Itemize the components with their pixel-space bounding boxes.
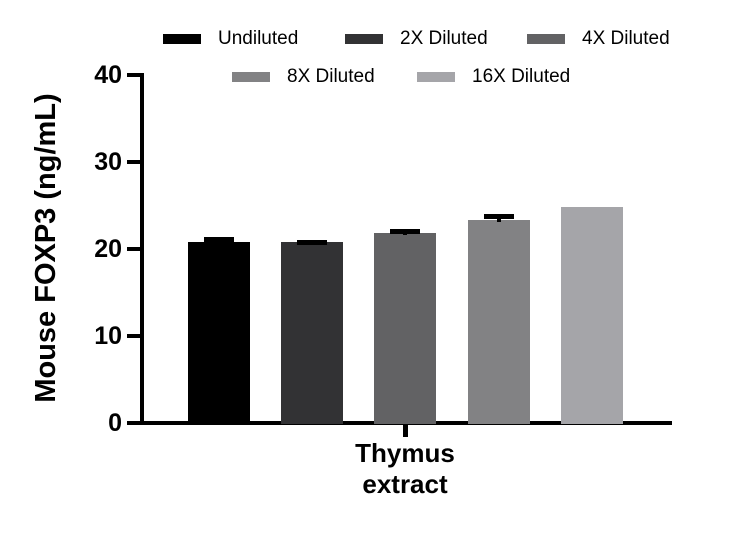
legend-item-undiluted: Undiluted: [163, 28, 298, 50]
y-axis-title: Mouse FOXP3 (ng/mL): [30, 93, 62, 403]
y-tick-label: 0: [108, 409, 122, 437]
legend-item-16x-diluted: 16X Diluted: [417, 66, 570, 88]
x-category-label: Thymus extract: [355, 438, 455, 499]
x-axis-tick: [402, 425, 408, 437]
legend-label: 4X Diluted: [582, 28, 670, 49]
error-bar-cap: [483, 214, 514, 220]
legend-label: 2X Diluted: [400, 28, 488, 49]
legend-label: Undiluted: [218, 28, 299, 49]
y-tick-label: 30: [94, 148, 122, 176]
error-bar-cap: [390, 228, 421, 234]
legend-color-swatch: [163, 34, 201, 44]
legend-label: 16X Diluted: [472, 66, 571, 87]
bar-undiluted: [188, 242, 250, 424]
y-tick-mark: [127, 421, 140, 425]
bar-4x-diluted: [374, 233, 437, 424]
y-tick-label: 10: [94, 322, 122, 350]
y-tick-label: 20: [94, 235, 122, 263]
legend-label: 8X Diluted: [287, 66, 375, 87]
error-bar-cap: [297, 240, 328, 246]
bar-16x-diluted: [560, 207, 623, 424]
legend-color-swatch: [345, 34, 383, 44]
bar-2x-diluted: [281, 242, 344, 424]
y-axis-line: [140, 73, 144, 425]
y-tick-mark: [127, 160, 140, 164]
y-tick-mark: [127, 73, 140, 77]
legend-item-2x-diluted: 2X Diluted: [345, 28, 488, 50]
error-bar-cap: [204, 236, 234, 242]
y-tick-mark: [127, 334, 140, 338]
legend-item-8x-diluted: 8X Diluted: [232, 66, 375, 88]
y-tick-mark: [127, 247, 140, 251]
legend-color-swatch: [232, 72, 270, 82]
legend-color-swatch: [527, 34, 565, 44]
bar-8x-diluted: [467, 220, 530, 424]
y-tick-label: 40: [94, 61, 122, 89]
legend-color-swatch: [417, 72, 455, 82]
legend-item-4x-diluted: 4X Diluted: [527, 28, 670, 50]
